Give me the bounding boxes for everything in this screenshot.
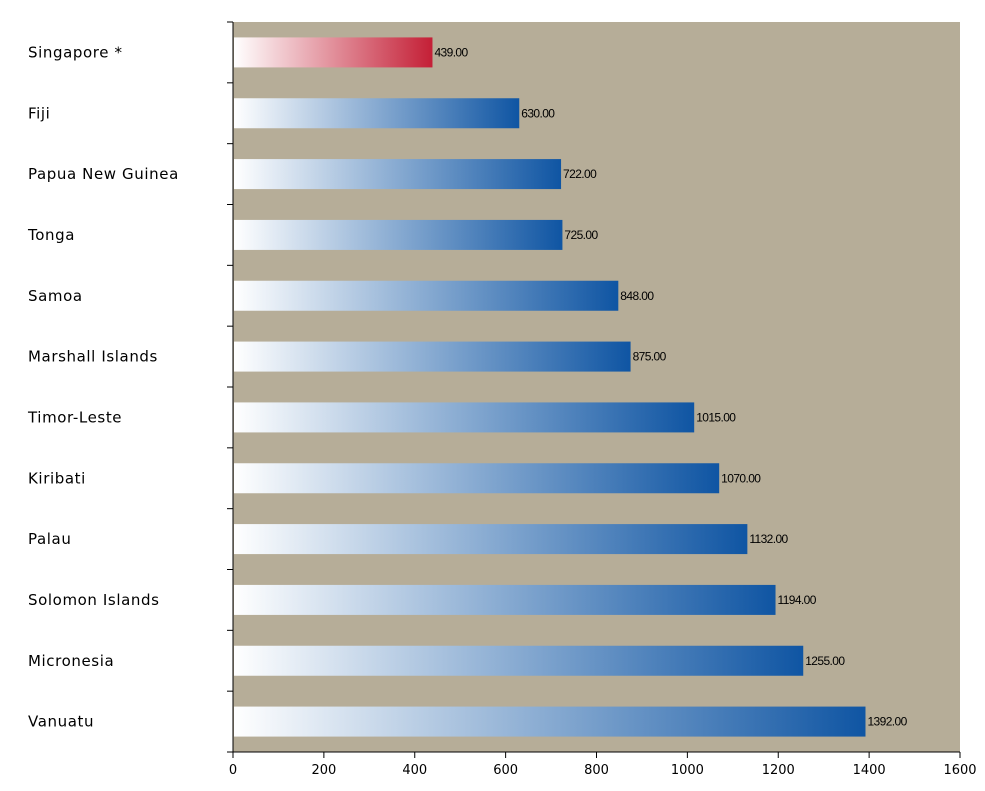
value-label: 1194.00: [778, 593, 817, 607]
category-label: Palau: [28, 530, 71, 548]
value-label: 1070.00: [721, 471, 761, 485]
value-label: 1255.00: [805, 654, 845, 668]
category-label: Micronesia: [28, 652, 114, 670]
bars: [234, 37, 866, 737]
x-tick-label: 1400: [853, 763, 886, 778]
x-tick-label: 400: [402, 763, 427, 778]
category-label: Timor-Leste: [27, 408, 122, 426]
x-tick-label: 200: [311, 763, 336, 778]
x-tick-label: 1000: [671, 763, 704, 778]
bar-kiribati: [234, 463, 720, 494]
category-label: Papua New Guinea: [28, 165, 179, 183]
category-label: Marshall Islands: [28, 348, 158, 366]
value-label: 875.00: [633, 350, 667, 364]
x-tick-label: 600: [493, 763, 518, 778]
plot-background: [233, 22, 960, 752]
category-label: Fiji: [28, 104, 50, 122]
x-tick-label: 1200: [762, 763, 795, 778]
category-label: Singapore *: [28, 43, 123, 61]
x-tick-label: 0: [229, 763, 237, 778]
bar-marshall-islands: [234, 341, 631, 372]
category-label: Samoa: [28, 287, 83, 305]
bar-timor-leste: [234, 402, 695, 433]
bar-vanuatu: [234, 706, 866, 737]
value-label: 722.00: [563, 167, 597, 181]
category-label: Solomon Islands: [28, 591, 160, 609]
axes: [227, 21, 961, 758]
bar-palau: [234, 524, 748, 555]
value-label: 725.00: [564, 228, 598, 242]
value-label: 439.00: [434, 45, 468, 59]
bar-singapore: [234, 37, 433, 68]
bar-tonga: [234, 219, 563, 250]
bar-papua-new-guinea: [234, 159, 562, 190]
bar-solomon-islands: [234, 584, 776, 615]
x-tick-label: 800: [584, 763, 609, 778]
category-label: Vanuatu: [28, 713, 94, 731]
value-label: 1015.00: [696, 410, 736, 424]
value-label: 1132.00: [749, 532, 788, 546]
value-label: 630.00: [521, 106, 555, 120]
value-label: 848.00: [620, 289, 654, 303]
value-label: 1392.00: [867, 715, 907, 729]
bar-fiji: [234, 98, 520, 129]
category-label: Tonga: [27, 226, 75, 244]
bar-samoa: [234, 280, 619, 311]
category-label: Kiribati: [28, 469, 86, 487]
x-tick-label: 1600: [943, 763, 976, 778]
bar-micronesia: [234, 645, 804, 676]
labels: Singapore * 439.00 Fiji 630.00 Papua New Gui…: [27, 43, 977, 778]
